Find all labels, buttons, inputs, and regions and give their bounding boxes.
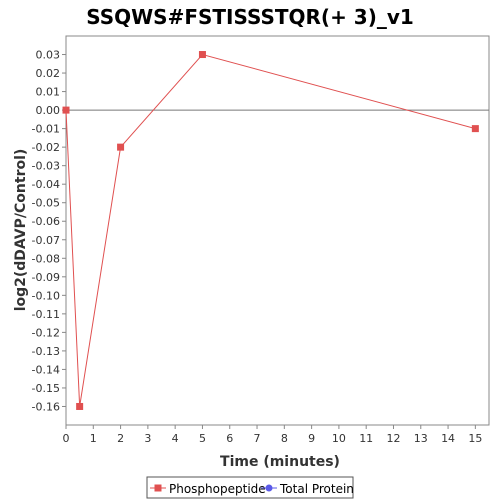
y-tick-label: -0.05	[32, 197, 60, 210]
x-tick-label: 11	[359, 432, 373, 445]
x-tick-label: 2	[117, 432, 124, 445]
legend-phosphopeptide-label: Phosphopeptide	[169, 482, 266, 496]
y-tick-label: 0.00	[36, 104, 61, 117]
x-tick-label: 4	[172, 432, 179, 445]
chart-title: SSQWS#FSTISSSTQR(+ 3)_v1	[86, 5, 414, 29]
data-point	[198, 51, 206, 59]
y-tick-label: -0.14	[32, 363, 60, 376]
data-point	[62, 106, 70, 114]
x-tick-label: 7	[254, 432, 261, 445]
y-tick-label: -0.11	[32, 308, 60, 321]
y-tick-label: -0.12	[32, 326, 60, 339]
x-tick-label: 13	[414, 432, 428, 445]
y-tick-label: -0.15	[32, 382, 60, 395]
y-axis: 0.03 0.02 0.01 0.00 -0.01 -0.02 -0.03 -0.04 -0.0…	[32, 49, 66, 413]
x-tick-label: 10	[332, 432, 346, 445]
x-tick-label: 1	[90, 432, 97, 445]
x-tick-label: 3	[144, 432, 151, 445]
y-tick-label: 0.02	[36, 67, 61, 80]
x-tick-label: 12	[386, 432, 400, 445]
y-tick-label: 0.03	[36, 49, 61, 62]
data-point	[117, 143, 125, 151]
x-tick-label: 8	[281, 432, 288, 445]
y-tick-label: -0.02	[32, 141, 60, 154]
y-tick-label: -0.08	[32, 252, 60, 265]
data-point	[76, 402, 84, 410]
y-axis-title: log2(dDAVP/Control)	[13, 149, 29, 312]
plot-area	[65, 35, 490, 426]
y-tick-label: -0.10	[32, 289, 60, 302]
y-tick-label: -0.13	[32, 345, 60, 358]
legend-box	[146, 476, 354, 499]
x-axis-title: Time (minutes)	[220, 454, 340, 470]
x-axis: 0 1 2 3 4 5 6 7 8 9 10 11 12 13 14 15	[63, 425, 482, 445]
y-tick-label: -0.01	[32, 123, 60, 136]
y-tick-label: 0.01	[36, 86, 61, 99]
legend-phosphopeptide-marker	[154, 484, 162, 492]
y-tick-label: -0.16	[32, 400, 60, 413]
legend-total-protein-marker	[265, 484, 273, 492]
x-tick-label: 9	[308, 432, 315, 445]
x-tick-label: 14	[441, 432, 455, 445]
y-tick-label: -0.03	[32, 160, 60, 173]
legend: Phosphopeptide Total Protein	[146, 476, 354, 499]
legend-total-protein-label: Total Protein	[279, 482, 354, 496]
x-tick-label: 0	[63, 432, 70, 445]
y-tick-label: -0.04	[32, 178, 60, 191]
data-point	[471, 125, 479, 133]
x-tick-label: 15	[468, 432, 482, 445]
x-tick-label: 6	[226, 432, 233, 445]
y-tick-label: -0.09	[32, 271, 60, 284]
y-tick-label: -0.06	[32, 215, 60, 228]
x-tick-label: 5	[199, 432, 206, 445]
series-points	[62, 51, 479, 410]
y-tick-label: -0.07	[32, 234, 60, 247]
